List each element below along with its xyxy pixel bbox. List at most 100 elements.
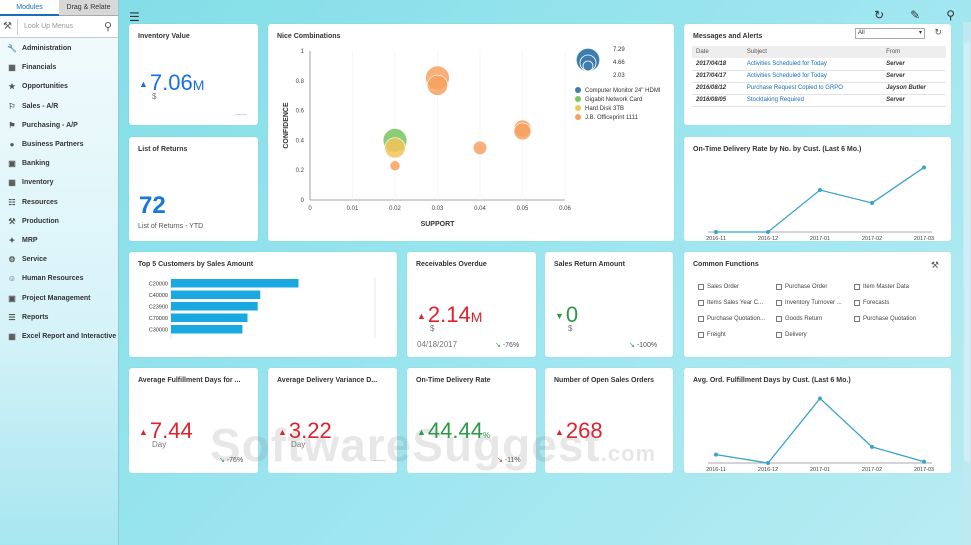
data-point[interactable] — [922, 459, 926, 464]
scrollbar-thumb[interactable] — [964, 42, 970, 462]
message-subject-link[interactable]: Stocktaking Required — [742, 94, 883, 107]
legend-label[interactable]: Gigabit Network Card — [585, 97, 642, 103]
function-link[interactable]: Purchase Order — [776, 284, 827, 290]
sidebar-item[interactable]: ★ Opportunities — [0, 77, 118, 96]
refresh-icon[interactable]: ↻ — [874, 8, 885, 22]
scatter-chart[interactable]: 0 0.01 0.02 0.03 0.04 0.05 0.06 0 0.2 0.4 0.6 0.8 1 S… — [268, 24, 674, 241]
table-row[interactable]: 2016/08/12 Purchase Request Copied to GRP… — [692, 82, 946, 95]
list-of-returns-card[interactable]: List of Returns 72 List of Returns - YTD — [129, 137, 258, 241]
search-icon[interactable]: ⚲ — [946, 8, 955, 22]
message-subject-link[interactable]: Activities Scheduled for Today — [742, 70, 883, 83]
bar[interactable] — [171, 279, 299, 288]
function-link[interactable]: Forecasts — [854, 300, 889, 306]
sidebar-item[interactable]: ⚙ Service — [0, 250, 118, 269]
tab-drag-relate[interactable]: Drag & Relate — [59, 0, 118, 16]
data-point[interactable] — [870, 200, 874, 205]
avg-delivery-variance-card[interactable]: Average Delivery Variance D... ▲3.22 Day… — [268, 368, 397, 473]
table-row[interactable]: 2017/04/18 Activities Scheduled for Today… — [692, 58, 946, 71]
ontime-delivery-rate-card[interactable]: On-Time Delivery Rate ▲44.44% ↘ -11% — [407, 368, 536, 473]
data-point[interactable] — [714, 452, 718, 457]
message-subject-link[interactable]: Activities Scheduled for Today — [742, 58, 883, 71]
bar[interactable] — [171, 290, 261, 300]
inventory-value-card[interactable]: Inventory Value ▲7.06M $ ___ — [129, 24, 258, 125]
menu-search-input[interactable]: Look Up Menus — [17, 18, 101, 35]
open-sales-orders-card[interactable]: Number of Open Sales Orders ▲268 — [545, 368, 673, 473]
scatter-point[interactable] — [384, 137, 406, 159]
kpi-value: ▲268 — [555, 420, 603, 443]
wrench-icon[interactable]: ⚒ — [930, 260, 939, 270]
data-point[interactable] — [766, 230, 770, 234]
bar[interactable] — [171, 302, 258, 311]
data-point[interactable] — [818, 396, 822, 401]
data-point[interactable] — [818, 188, 822, 193]
sidebar-item[interactable]: ▣ Banking — [0, 154, 118, 173]
legend-label[interactable]: Computer Monitor 24" HDMI — [585, 88, 661, 94]
refresh-icon[interactable]: ↻ — [934, 27, 942, 37]
function-link[interactable]: Freight — [698, 332, 726, 338]
avg-order-fulfillment-chart-card[interactable]: Avg. Ord. Fulfillment Days by Cust. (Las… — [684, 368, 951, 473]
hamburger-menu-icon[interactable]: ☰ — [129, 10, 140, 24]
common-functions-card[interactable]: Common Functions ⚒ Sales Order Purchase O… — [684, 252, 951, 357]
message-subject-link[interactable]: Purchase Request Copied to GRPO — [742, 82, 883, 95]
column-header-date[interactable]: Date — [692, 46, 743, 58]
data-point[interactable] — [922, 165, 926, 170]
top-customers-card[interactable]: Top 5 Customers by Sales Amount C20000 C4… — [129, 252, 397, 357]
scatter-point[interactable] — [389, 160, 401, 172]
scatter-point[interactable] — [513, 122, 532, 141]
bar[interactable] — [171, 313, 248, 323]
sidebar-item[interactable]: ☷ Resources — [0, 193, 118, 212]
sales-return-amount-card[interactable]: Sales Return Amount ▼0 $ ↘ -100% — [545, 252, 673, 357]
scrollbar[interactable] — [963, 22, 971, 545]
sidebar-item[interactable]: ☰ Reports — [0, 308, 118, 327]
sidebar-item[interactable]: 🔧 Administration — [0, 39, 118, 58]
function-link[interactable]: Inventory Turnover ... — [776, 300, 842, 306]
sidebar-item[interactable]: ▦ Inventory — [0, 173, 118, 192]
sidebar-item[interactable]: ☺ Human Resources — [0, 269, 118, 288]
wrench-icon[interactable]: ⚒ — [3, 21, 12, 32]
legend-label[interactable]: J.B. Officeprint 1111 — [585, 115, 639, 121]
sidebar-item[interactable]: ▦ Excel Report and Interactive — [0, 327, 118, 346]
table-row[interactable]: 2017/04/17 Activities Scheduled for Today… — [692, 70, 946, 83]
legend-label[interactable]: Hard Disk 3TB — [585, 106, 624, 112]
edit-pencil-icon[interactable]: ✎ — [910, 8, 921, 22]
receivables-overdue-card[interactable]: Receivables Overdue ▲2.14M $ 04/18/2017 … — [407, 252, 536, 357]
message-date: 2016/08/12 — [692, 82, 743, 95]
line-chart[interactable]: 2016-11 2016-12 2017-01 2017-02 2017-03 — [684, 368, 951, 473]
function-icon — [854, 284, 860, 290]
tab-modules[interactable]: Modules — [0, 0, 59, 16]
sidebar-item[interactable]: ⚑ Purchasing - A/P — [0, 116, 118, 135]
function-link[interactable]: Item Master Data — [854, 284, 909, 290]
function-link[interactable]: Goods Return — [776, 316, 822, 322]
sidebar-item[interactable]: ⚒ Production — [0, 212, 118, 231]
bar-chart[interactable]: C20000 C40000 C23900 C70000 C30000 — [129, 252, 397, 357]
data-point[interactable] — [766, 461, 770, 465]
search-icon[interactable]: ⚲ — [103, 21, 113, 33]
line-chart[interactable]: 2016-11 2016-12 2017-01 2017-02 2017-03 — [684, 137, 951, 241]
scatter-point[interactable] — [472, 140, 488, 155]
table-row[interactable]: 2016/08/05 Stocktaking Required Server — [692, 94, 946, 107]
function-link[interactable]: Sales Order — [698, 284, 739, 290]
sidebar-item[interactable]: ▣ Project Management — [0, 288, 118, 307]
sidebar-item[interactable]: ● Business Partners — [0, 135, 118, 154]
avg-fulfillment-days-card[interactable]: Average Fulfillment Days for ... ▲7.44 D… — [129, 368, 258, 473]
nice-combinations-card[interactable]: Nice Combinations 0 0.01 0.02 0.03 0.04 0.05 0… — [268, 24, 674, 241]
messages-filter-select[interactable]: All ▾ — [855, 28, 925, 39]
data-point[interactable] — [714, 230, 718, 234]
data-point[interactable] — [870, 444, 874, 449]
ontime-delivery-rate-chart-card[interactable]: On-Time Delivery Rate by No. by Cust. (L… — [684, 137, 951, 241]
function-link[interactable]: Items Sales Year C... — [698, 300, 763, 306]
sidebar-item[interactable]: ✦ MRP — [0, 231, 118, 250]
bar[interactable] — [171, 325, 243, 334]
function-link[interactable]: Delivery — [776, 332, 807, 338]
fulfill-value: 7.44 — [149, 418, 193, 443]
function-link[interactable]: Purchase Quotation... — [698, 316, 765, 322]
function-link[interactable]: Purchase Quotation — [854, 316, 916, 322]
sidebar-item[interactable]: ▦ Financials — [0, 58, 118, 77]
column-header-subject[interactable]: Subject — [742, 46, 883, 58]
sidebar-item[interactable]: ⚐ Sales - A/R — [0, 97, 118, 116]
x-tick-label: 2017-03 — [914, 236, 934, 241]
messages-alerts-card[interactable]: Messages and Alerts All ▾ ↻ Date Subject … — [684, 24, 951, 125]
scatter-point[interactable] — [427, 74, 449, 96]
function-icon — [698, 284, 704, 290]
column-header-from[interactable]: From — [882, 46, 946, 58]
